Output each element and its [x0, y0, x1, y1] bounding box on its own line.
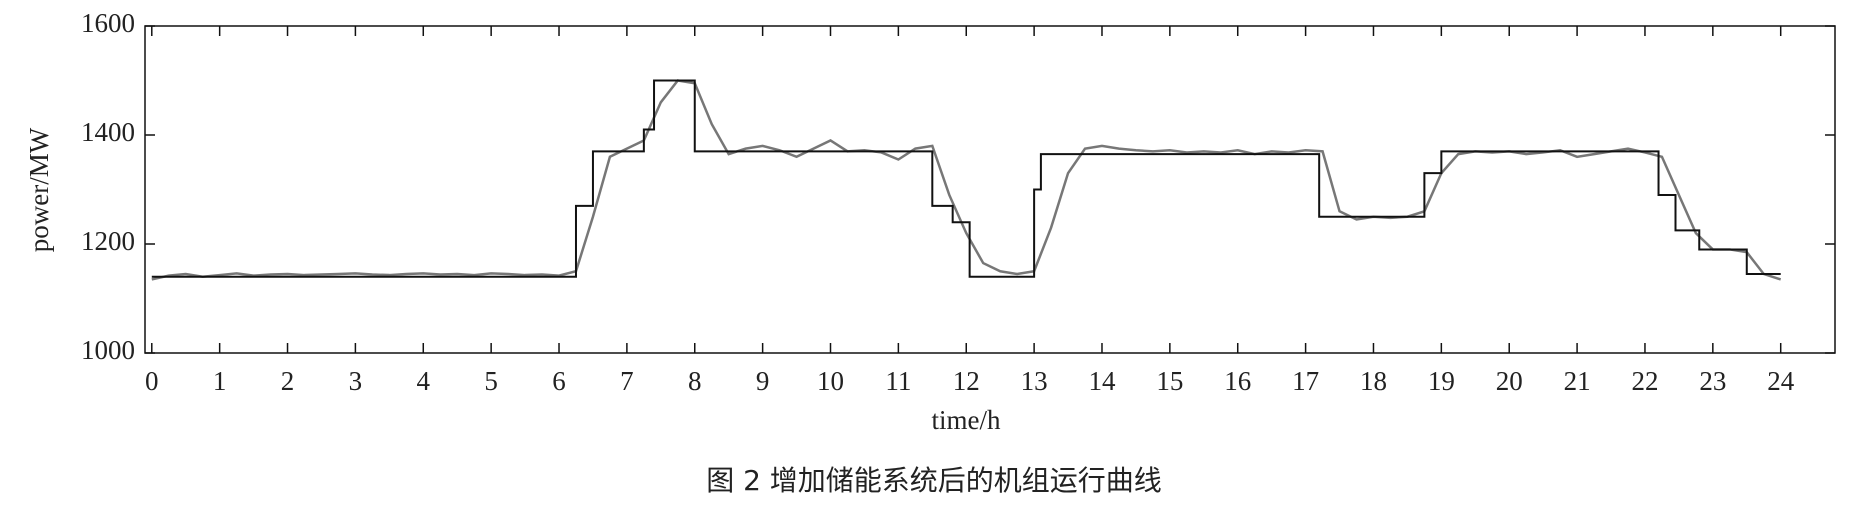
x-axis-label: time/h: [932, 405, 1001, 435]
x-tick-label: 1: [213, 366, 227, 396]
x-tick-label: 18: [1360, 366, 1387, 396]
caption: 图 2 增加储能系统后的机组运行曲线: [706, 464, 1162, 497]
series-line: [151, 79, 1782, 281]
x-tick-label: 16: [1224, 366, 1251, 396]
x-tick-label: 12: [953, 366, 980, 396]
x-tick-label: 14: [1088, 366, 1116, 396]
x-tick-label: 6: [552, 366, 566, 396]
y-tick-label: 1600: [81, 8, 135, 38]
x-tick-label: 4: [417, 366, 431, 396]
x-tick-label: 17: [1292, 366, 1319, 396]
series-line: [151, 79, 1781, 278]
x-tick-label: 15: [1156, 366, 1183, 396]
y-axis-label: power/MW: [24, 127, 54, 252]
x-tick-label: 10: [817, 366, 844, 396]
x-tick-label: 2: [281, 366, 295, 396]
x-tick-label: 5: [484, 366, 498, 396]
x-tick-label: 20: [1496, 366, 1523, 396]
plot-frame: [144, 25, 1836, 354]
x-tick-label: 8: [688, 366, 702, 396]
x-tick-label: 19: [1428, 366, 1455, 396]
y-tick-label: 1000: [81, 335, 135, 365]
x-tick-label: 21: [1564, 366, 1591, 396]
x-tick-label: 13: [1021, 366, 1048, 396]
x-tick-label: 24: [1767, 366, 1795, 396]
x-tick-label: 9: [756, 366, 770, 396]
x-tick-label: 3: [349, 366, 363, 396]
y-tick-label: 1200: [81, 226, 135, 256]
y-tick-label: 1400: [81, 117, 135, 147]
x-tick-label: 11: [885, 366, 911, 396]
x-tick-label: 7: [620, 366, 634, 396]
x-tick-label: 22: [1631, 366, 1658, 396]
x-tick-label: 0: [145, 366, 159, 396]
x-tick-label: 23: [1699, 366, 1726, 396]
